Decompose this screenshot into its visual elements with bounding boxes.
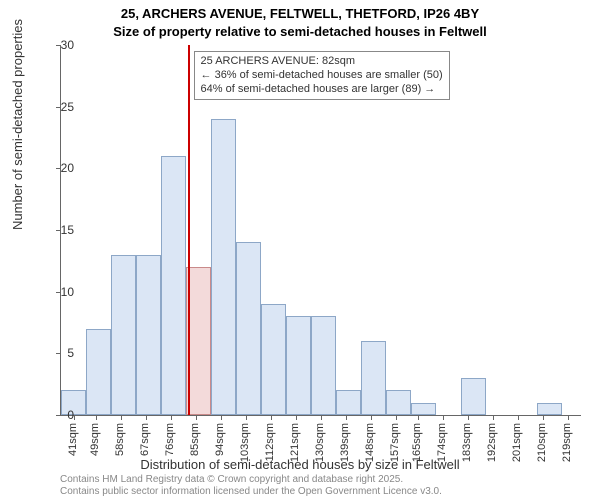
xtick-label: 94sqm — [214, 423, 226, 456]
xtick-label: 41sqm — [67, 423, 79, 456]
chart-container: 25, ARCHERS AVENUE, FELTWELL, THETFORD, … — [0, 0, 600, 500]
histogram-bar — [286, 316, 311, 415]
annotation-line2: ← 36% of semi-detached houses are smalle… — [201, 69, 443, 83]
histogram-bar — [111, 255, 136, 415]
xtick-label: 157sqm — [389, 423, 401, 462]
plot-area: 25 ARCHERS AVENUE: 82sqm ← 36% of semi-d… — [60, 45, 581, 416]
annotation-line3: 64% of semi-detached houses are larger (… — [201, 83, 443, 97]
xtick-mark — [271, 415, 272, 420]
xtick-label: 192sqm — [486, 423, 498, 462]
xtick-mark — [146, 415, 147, 420]
histogram-bar — [211, 119, 236, 415]
xtick-mark — [543, 415, 544, 420]
histogram-bar — [537, 403, 562, 415]
histogram-bar — [336, 390, 361, 415]
attribution-line1: Contains HM Land Registry data © Crown c… — [60, 474, 442, 486]
chart-title-line2: Size of property relative to semi-detach… — [0, 24, 600, 39]
xtick-label: 139sqm — [339, 423, 351, 462]
xtick-mark — [518, 415, 519, 420]
xtick-label: 103sqm — [239, 423, 251, 462]
ytick-label: 20 — [44, 161, 74, 175]
histogram-bar — [411, 403, 436, 415]
xtick-label: 210sqm — [536, 423, 548, 462]
xtick-mark — [396, 415, 397, 420]
xtick-label: 130sqm — [314, 423, 326, 462]
y-axis-label: Number of semi-detached properties — [10, 19, 25, 230]
histogram-bar — [236, 242, 261, 415]
xtick-label: 76sqm — [164, 423, 176, 456]
ytick-label: 25 — [44, 100, 74, 114]
histogram-bar — [86, 329, 111, 415]
xtick-mark — [321, 415, 322, 420]
ytick-label: 30 — [44, 38, 74, 52]
xtick-label: 112sqm — [264, 423, 276, 461]
xtick-label: 165sqm — [411, 423, 423, 462]
xtick-label: 174sqm — [436, 423, 448, 462]
xtick-mark — [171, 415, 172, 420]
xtick-mark — [346, 415, 347, 420]
xtick-label: 121sqm — [289, 423, 301, 462]
xtick-mark — [121, 415, 122, 420]
xtick-label: 219sqm — [561, 423, 573, 462]
histogram-bar — [361, 341, 386, 415]
xtick-label: 148sqm — [364, 423, 376, 462]
ytick-label: 5 — [44, 346, 74, 360]
xtick-label: 183sqm — [461, 423, 473, 462]
xtick-mark — [443, 415, 444, 420]
annotation-line1: 25 ARCHERS AVENUE: 82sqm — [201, 55, 443, 69]
histogram-bar — [461, 378, 486, 415]
histogram-bar — [136, 255, 161, 415]
xtick-mark — [246, 415, 247, 420]
ytick-label: 10 — [44, 285, 74, 299]
marker-line — [188, 45, 190, 415]
xtick-mark — [96, 415, 97, 420]
xtick-mark — [468, 415, 469, 420]
chart-title-line1: 25, ARCHERS AVENUE, FELTWELL, THETFORD, … — [0, 6, 600, 21]
histogram-bar — [311, 316, 336, 415]
histogram-bar — [261, 304, 286, 415]
xtick-label: 58sqm — [114, 423, 126, 456]
histogram-bar — [161, 156, 186, 415]
xtick-label: 67sqm — [139, 423, 151, 456]
attribution-line2: Contains public sector information licen… — [60, 486, 442, 498]
histogram-bar — [186, 267, 211, 415]
xtick-mark — [568, 415, 569, 420]
xtick-label: 201sqm — [511, 423, 523, 462]
xtick-label: 49sqm — [89, 423, 101, 456]
ytick-label: 15 — [44, 223, 74, 237]
xtick-mark — [221, 415, 222, 420]
xtick-mark — [418, 415, 419, 420]
histogram-bar — [386, 390, 411, 415]
xtick-mark — [493, 415, 494, 420]
marker-annotation: 25 ARCHERS AVENUE: 82sqm ← 36% of semi-d… — [194, 51, 450, 100]
attribution-text: Contains HM Land Registry data © Crown c… — [60, 474, 442, 498]
xtick-mark — [196, 415, 197, 420]
xtick-mark — [371, 415, 372, 420]
ytick-label: 0 — [44, 408, 74, 422]
xtick-label: 85sqm — [189, 423, 201, 456]
xtick-mark — [296, 415, 297, 420]
